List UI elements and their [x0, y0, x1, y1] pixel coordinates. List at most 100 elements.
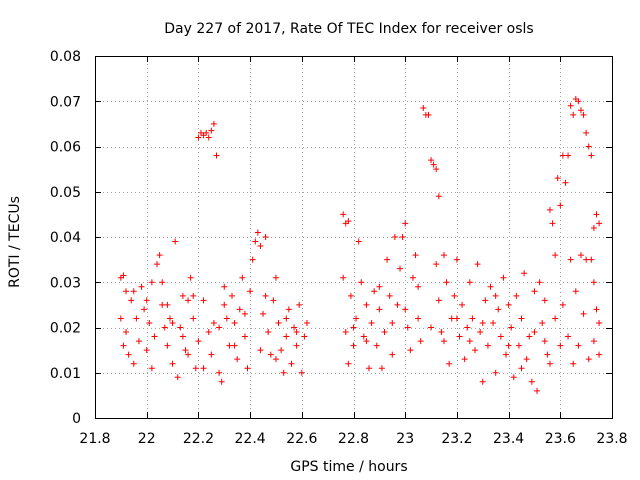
- data-point: [257, 347, 264, 354]
- data-point: [402, 220, 409, 227]
- data-point: [265, 329, 272, 336]
- data-point: [575, 342, 582, 349]
- data-point: [267, 351, 274, 358]
- data-point: [254, 229, 261, 236]
- data-point: [523, 356, 530, 363]
- data-point: [505, 342, 512, 349]
- data-point: [557, 342, 564, 349]
- data-point: [588, 152, 595, 159]
- data-point: [577, 107, 584, 114]
- x-axis-title: GPS time / hours: [290, 459, 407, 475]
- data-point: [435, 297, 442, 304]
- data-point: [541, 338, 548, 345]
- data-point: [456, 333, 463, 340]
- data-point: [446, 360, 453, 367]
- data-point: [526, 333, 533, 340]
- data-point: [562, 179, 569, 186]
- data-point: [420, 105, 427, 112]
- data-point: [492, 292, 499, 299]
- data-point: [402, 306, 409, 313]
- data-point: [358, 279, 365, 286]
- data-point: [440, 338, 447, 345]
- data-point: [368, 319, 375, 326]
- data-point: [208, 351, 215, 358]
- data-point: [205, 134, 212, 141]
- data-point: [557, 202, 564, 209]
- data-point: [389, 319, 396, 326]
- data-point: [585, 143, 592, 150]
- data-point: [552, 315, 559, 322]
- x-tick-label: 22.6: [286, 431, 317, 447]
- y-tick-label: 0.07: [50, 94, 81, 110]
- data-point: [399, 234, 406, 240]
- data-point: [293, 329, 300, 336]
- data-point: [583, 256, 590, 263]
- data-point: [479, 319, 486, 326]
- data-point: [190, 292, 197, 299]
- data-point: [531, 329, 538, 336]
- data-point: [169, 360, 176, 367]
- y-tick-label: 0.03: [50, 275, 81, 291]
- data-point: [166, 315, 173, 322]
- data-point: [226, 342, 233, 349]
- data-point: [440, 252, 447, 259]
- data-point: [241, 333, 248, 340]
- data-point: [128, 297, 135, 304]
- data-point: [148, 365, 155, 372]
- data-point: [262, 292, 269, 299]
- data-point: [588, 256, 595, 263]
- data-point: [141, 306, 148, 313]
- x-tick-label: 21.8: [79, 431, 110, 447]
- data-point: [347, 292, 354, 299]
- data-point: [415, 315, 422, 322]
- chart-title: Day 227 of 2017, Rate Of TEC Index for r…: [164, 21, 533, 37]
- data-point: [575, 98, 582, 105]
- data-point: [453, 315, 460, 322]
- data-point: [293, 342, 300, 349]
- data-point: [247, 288, 254, 295]
- data-point: [192, 365, 199, 372]
- data-point: [384, 256, 391, 263]
- data-point: [435, 193, 442, 200]
- data-point: [236, 306, 243, 313]
- data-point: [345, 360, 352, 367]
- data-point: [386, 292, 393, 299]
- data-point: [187, 274, 194, 281]
- y-tick-label: 0.02: [50, 321, 81, 337]
- data-point: [146, 319, 153, 326]
- data-point: [505, 301, 512, 308]
- data-point: [123, 329, 130, 336]
- data-point: [123, 288, 130, 295]
- data-point: [539, 319, 546, 326]
- data-point: [363, 338, 370, 345]
- data-point: [541, 297, 548, 304]
- data-point: [283, 333, 290, 340]
- data-point: [208, 127, 215, 134]
- data-point: [272, 274, 279, 281]
- data-point: [515, 342, 522, 349]
- data-point: [270, 297, 277, 304]
- data-point: [135, 338, 142, 345]
- data-point: [174, 374, 181, 381]
- data-point: [360, 333, 367, 340]
- x-tick-label: 22.4: [235, 431, 266, 447]
- data-point: [345, 218, 352, 225]
- y-axis-title: ROTI / TECUs: [7, 196, 23, 288]
- data-point: [159, 279, 166, 286]
- data-point: [559, 152, 566, 159]
- data-point: [412, 252, 419, 259]
- data-point: [138, 283, 145, 290]
- data-point: [528, 378, 535, 385]
- data-point: [596, 351, 603, 358]
- data-point: [580, 310, 587, 317]
- y-tick-label: 0: [72, 411, 81, 427]
- data-point: [221, 301, 228, 308]
- data-point: [570, 360, 577, 367]
- data-point: [244, 365, 251, 372]
- data-point: [241, 310, 248, 317]
- y-tick-label: 0.08: [50, 49, 81, 65]
- data-point: [262, 234, 269, 240]
- data-point: [185, 351, 192, 358]
- data-point: [355, 238, 362, 245]
- data-point: [549, 220, 556, 227]
